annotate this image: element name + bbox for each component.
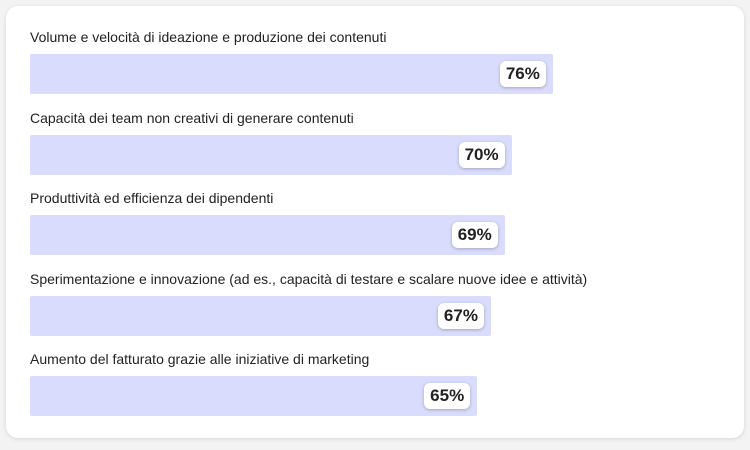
horizontal-bar-chart: Volume e velocità di ideazione e produzi… (30, 24, 730, 427)
bar: 65% (30, 376, 478, 416)
category-label: Sperimentazione e innovazione (ad es., c… (30, 270, 588, 287)
bar: 69% (30, 215, 505, 255)
bar-row: Sperimentazione e innovazione (ad es., c… (30, 266, 730, 347)
category-label: Aumento del fatturato grazie alle inizia… (30, 351, 370, 367)
bar: 67% (30, 295, 491, 336)
bar-row: Aumento del fatturato grazie alle inizia… (30, 346, 730, 427)
category-label: Volume e velocità di ideazione e produzi… (30, 29, 387, 45)
category-label: Produttività ed efficienza dei dipendent… (30, 190, 274, 206)
value-label: 65% (424, 383, 471, 409)
value-label: 70% (458, 141, 505, 168)
value-label: 76% (499, 61, 546, 87)
chart-card: Volume e velocità di ideazione e produzi… (6, 6, 744, 438)
value-label: 69% (451, 222, 498, 248)
category-label: Capacità dei team non creativi di genera… (30, 109, 354, 126)
value-label: 67% (437, 302, 484, 329)
bar: 76% (30, 54, 553, 94)
bar-row: Capacità dei team non creativi di genera… (30, 105, 730, 186)
bar-row: Produttività ed efficienza dei dipendent… (30, 185, 730, 266)
bar: 70% (30, 134, 512, 175)
bar-row: Volume e velocità di ideazione e produzi… (30, 24, 730, 105)
